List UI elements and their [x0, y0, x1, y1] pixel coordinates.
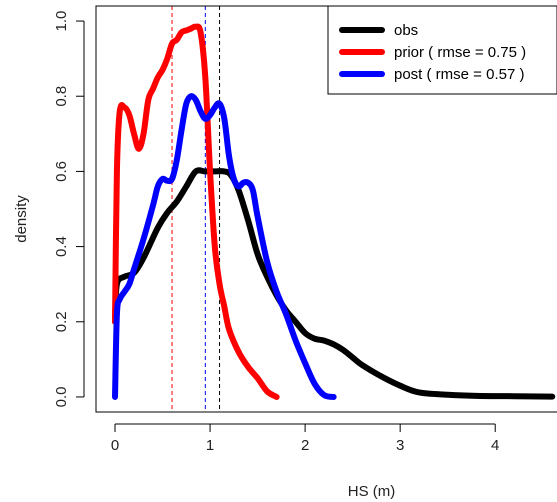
x-axis-label: HS (m) [348, 483, 396, 500]
x-tick-label: 4 [491, 437, 499, 454]
legend-label-0: obs [394, 22, 418, 39]
legend-label-2: post ( rmse = 0.57 ) [394, 66, 524, 83]
y-tick-label: 0.0 [53, 387, 70, 408]
x-tick-label: 1 [206, 437, 214, 454]
series-lines [112, 23, 556, 400]
series-line-1 [112, 23, 280, 400]
y-tick-label: 1.0 [53, 11, 70, 32]
legend: obs prior ( rmse = 0.75 ) post ( rmse = 0.… [327, 5, 557, 95]
plot-frame [95, 5, 557, 413]
y-tick-label: 0.8 [53, 86, 70, 107]
y-tick-label: 0.4 [53, 236, 70, 257]
x-tick-label: 2 [301, 437, 309, 454]
x-tick-label: 0 [111, 437, 119, 454]
series-line-2 [112, 93, 337, 400]
y-tick-label: 0.2 [53, 311, 70, 332]
axes: 0 1 2 3 4 0.0 0.2 0.4 0.6 0.8 1.0 [53, 5, 557, 454]
y-axis-label: density [13, 195, 30, 243]
y-tick-label: 0.6 [53, 161, 70, 182]
legend-label-1: prior ( rmse = 0.75 ) [394, 44, 526, 61]
series-line-0 [112, 167, 556, 400]
x-tick-label: 3 [396, 437, 404, 454]
